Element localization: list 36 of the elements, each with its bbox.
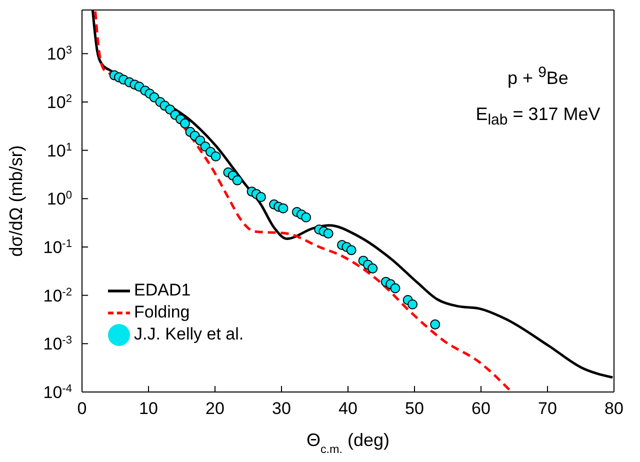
x-tick-label: 70 xyxy=(538,399,557,418)
x-axis-title: Θ$_{c.m.}$ (deg) xyxy=(306,430,390,456)
legend-label: Folding xyxy=(134,302,190,322)
x-tick-label: 80 xyxy=(604,399,624,418)
point xyxy=(256,192,266,202)
x-tick-label: 10 xyxy=(139,399,158,418)
y-axis-title: dσ/dΩ (mb/sr) xyxy=(6,145,26,257)
y-tick-label: 10$^{-2}$ xyxy=(43,286,72,306)
x-tick-label: 40 xyxy=(338,399,358,418)
point xyxy=(210,151,221,162)
legend-label: EDAD1 xyxy=(134,280,191,300)
point xyxy=(346,245,356,256)
x-tick-label: 20 xyxy=(206,399,224,418)
x-tick-label: 30 xyxy=(272,399,291,418)
y-tick-label: 10$^{1}$ xyxy=(46,141,72,160)
x-tick-label: 50 xyxy=(405,399,424,418)
point xyxy=(407,299,418,310)
annotation: p + $^{9}$Be xyxy=(506,64,570,89)
annotation: E$_{lab}$ = 317 MeV xyxy=(474,104,602,129)
point xyxy=(180,118,190,128)
point xyxy=(301,212,312,222)
y-tick-label: 10$^{0}$ xyxy=(46,190,72,209)
y-tick-label: 10$^{-3}$ xyxy=(43,334,72,354)
point xyxy=(278,203,288,214)
y-tick-label: 10$^{2}$ xyxy=(46,92,72,112)
y-tick-label: 10$^{-1}$ xyxy=(43,238,72,257)
point xyxy=(430,319,440,330)
x-tick-label: 0 xyxy=(77,399,87,418)
y-tick-label: 10$^{-4}$ xyxy=(43,383,72,402)
x-tick-label: 60 xyxy=(472,399,490,418)
legend-label: J.J. Kelly et al. xyxy=(134,324,244,344)
y-tick-label: 10$^{3}$ xyxy=(46,44,72,64)
point xyxy=(390,283,400,294)
point xyxy=(323,228,334,239)
point xyxy=(368,263,378,274)
point xyxy=(232,175,242,186)
